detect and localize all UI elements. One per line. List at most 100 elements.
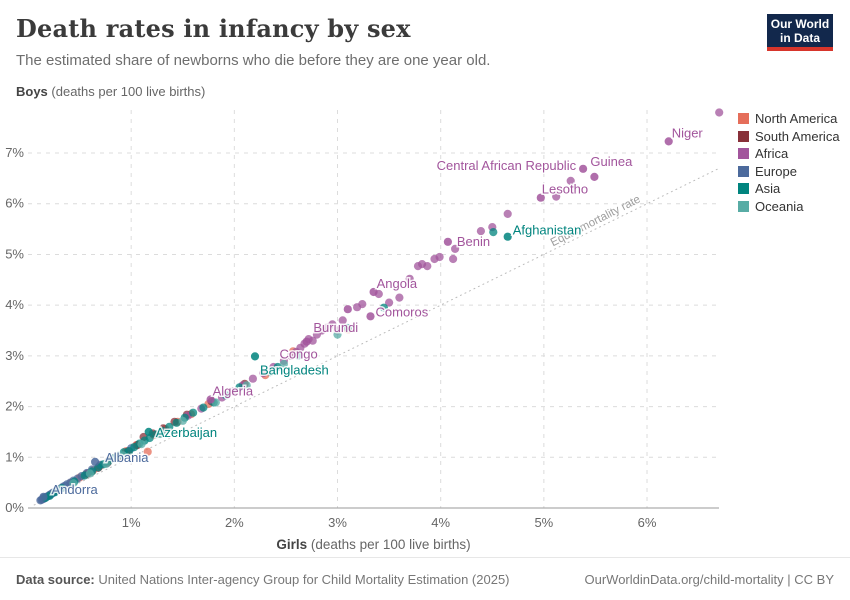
data-point-labeled[interactable]	[503, 232, 512, 241]
data-point[interactable]	[165, 422, 174, 431]
legend-label: Oceania	[755, 198, 804, 214]
data-point[interactable]	[451, 244, 460, 253]
data-point[interactable]	[259, 369, 268, 378]
data-point-labeled[interactable]	[443, 237, 452, 246]
country-label: Niger	[672, 125, 704, 140]
data-point[interactable]	[328, 320, 337, 329]
data-point[interactable]	[85, 469, 94, 478]
country-label: Congo	[279, 347, 317, 362]
legend-item-oceania[interactable]: Oceania	[738, 198, 840, 216]
legend-swatch	[738, 183, 749, 195]
data-point[interactable]	[489, 228, 498, 237]
data-source: Data source: United Nations Inter-agency…	[16, 572, 510, 587]
legend-item-africa[interactable]: Africa	[738, 145, 840, 163]
owid-logo[interactable]: Our World in Data	[767, 14, 833, 51]
data-point-labeled[interactable]	[144, 427, 153, 436]
data-point[interactable]	[423, 262, 432, 271]
legend-swatch	[738, 165, 749, 177]
legend-swatch	[738, 148, 749, 160]
data-point[interactable]	[294, 351, 303, 360]
x-tick-label: 6%	[638, 515, 657, 530]
data-point[interactable]	[145, 433, 154, 443]
legend-swatch	[738, 113, 749, 125]
data-point[interactable]	[57, 484, 67, 493]
data-point[interactable]	[552, 192, 561, 201]
owid-logo-line2: in Data	[779, 30, 820, 45]
legend-label: South America	[755, 128, 840, 144]
data-point[interactable]	[69, 479, 78, 488]
data-point-labeled[interactable]	[369, 287, 378, 297]
data-point-labeled[interactable]	[536, 193, 545, 202]
data-point-labeled[interactable]	[302, 337, 311, 346]
data-point[interactable]	[143, 447, 152, 456]
data-point-labeled[interactable]	[91, 457, 100, 466]
country-label: Bangladesh	[260, 362, 329, 377]
y-axis-title: Boys (deaths per 100 live births)	[16, 84, 205, 99]
data-source-label: Data source:	[16, 571, 95, 587]
data-point[interactable]	[358, 300, 367, 309]
data-point[interactable]	[118, 451, 127, 460]
legend-label: Europe	[755, 163, 797, 179]
data-point[interactable]	[279, 359, 288, 369]
y-tick-label: 1%	[5, 449, 24, 464]
legend-swatch	[738, 130, 749, 142]
x-tick-label: 2%	[225, 515, 244, 530]
data-point[interactable]	[228, 387, 237, 396]
data-point[interactable]	[266, 368, 275, 377]
data-point[interactable]	[235, 383, 244, 392]
country-label: Afghanistan	[513, 223, 582, 238]
data-point-labeled[interactable]	[206, 395, 215, 404]
data-point[interactable]	[379, 303, 388, 312]
data-point[interactable]	[343, 323, 352, 333]
data-point[interactable]	[476, 227, 485, 236]
y-tick-label: 2%	[5, 399, 24, 414]
data-point[interactable]	[137, 440, 146, 449]
data-point[interactable]	[50, 488, 59, 497]
data-point[interactable]	[566, 176, 575, 185]
x-tick-label: 3%	[328, 515, 347, 530]
data-point[interactable]	[248, 374, 257, 383]
data-point[interactable]	[156, 429, 165, 439]
data-point-labeled[interactable]	[590, 172, 599, 181]
legend-swatch	[738, 200, 749, 212]
data-point[interactable]	[435, 252, 444, 262]
data-point[interactable]	[172, 418, 181, 427]
data-point[interactable]	[102, 459, 111, 468]
data-point[interactable]	[338, 316, 347, 325]
legend: North America South America Africa Europe As…	[738, 110, 840, 215]
data-point[interactable]	[385, 298, 394, 307]
data-point-labeled[interactable]	[579, 164, 588, 173]
equal-mortality-line	[33, 167, 720, 506]
y-tick-label: 7%	[5, 145, 24, 160]
data-point[interactable]	[222, 391, 231, 400]
data-point[interactable]	[405, 274, 414, 283]
country-label: Lesotho	[542, 182, 588, 197]
country-label: Azerbaijan	[156, 425, 217, 440]
data-point-labeled[interactable]	[366, 312, 375, 321]
data-point-labeled[interactable]	[250, 352, 260, 361]
data-point[interactable]	[189, 408, 198, 417]
page-title: Death rates in infancy by sex	[16, 14, 411, 43]
data-point-labeled[interactable]	[343, 305, 352, 314]
data-point[interactable]	[178, 416, 187, 425]
data-point-labeled[interactable]	[664, 137, 673, 146]
legend-item-south-america[interactable]: South America	[738, 128, 840, 146]
data-point-labeled[interactable]	[39, 492, 48, 501]
data-point[interactable]	[395, 293, 404, 302]
data-point[interactable]	[503, 209, 512, 218]
x-tick-label: 1%	[122, 515, 141, 530]
legend-item-north-america[interactable]: North America	[738, 110, 840, 128]
y-tick-label: 3%	[5, 348, 24, 363]
data-point[interactable]	[199, 403, 208, 412]
legend-item-asia[interactable]: Asia	[738, 180, 840, 198]
data-point[interactable]	[333, 330, 342, 339]
data-point[interactable]	[715, 108, 724, 117]
license-link[interactable]: OurWorldinData.org/child-mortality | CC …	[584, 571, 835, 587]
legend-item-europe[interactable]: Europe	[738, 163, 840, 181]
data-point[interactable]	[273, 362, 282, 372]
data-point[interactable]	[449, 254, 458, 264]
data-point[interactable]	[242, 381, 251, 390]
x-axis-title: Girls (deaths per 100 live births)	[276, 537, 470, 552]
data-point[interactable]	[308, 336, 317, 345]
